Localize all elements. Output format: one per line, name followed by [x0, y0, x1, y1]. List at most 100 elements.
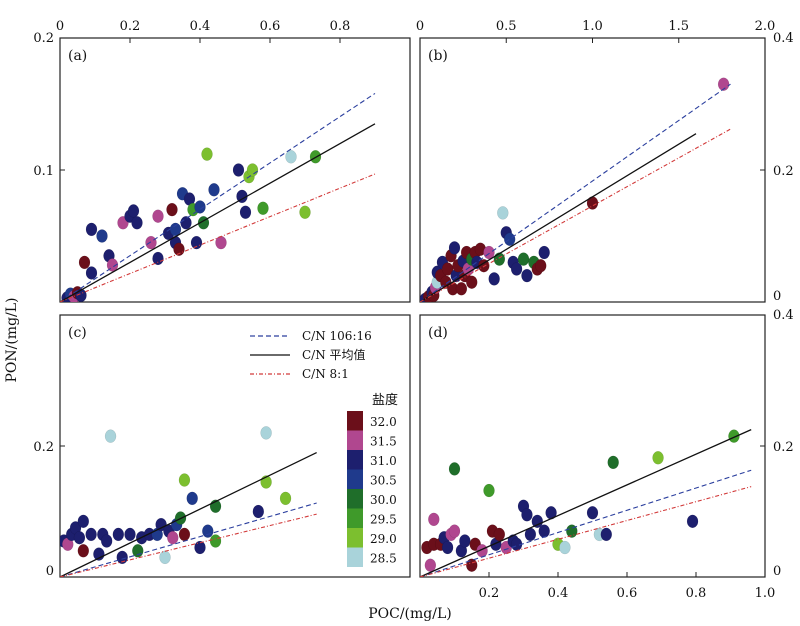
data-point — [215, 235, 227, 250]
panel-label: (a) — [68, 48, 87, 64]
data-point — [441, 540, 454, 555]
data-point — [85, 222, 98, 237]
legend-line-label: C/N 平均值 — [302, 347, 366, 362]
x-tick-label: 0.5 — [496, 19, 517, 34]
data-point — [96, 229, 108, 243]
data-point — [441, 262, 454, 276]
data-point — [459, 534, 471, 548]
salinity-label: 30.5 — [370, 474, 397, 488]
y-tick-label: 0.2 — [773, 440, 794, 455]
salinity-swatch — [347, 508, 363, 528]
data-point — [586, 506, 599, 520]
data-point — [145, 235, 157, 250]
data-point — [180, 216, 192, 230]
data-points — [61, 147, 322, 302]
salinity-swatch — [347, 528, 363, 548]
ratio-lines — [420, 83, 731, 302]
data-point — [104, 429, 117, 443]
legend-line-label: C/N 8:1 — [302, 367, 349, 381]
panel-label: (d) — [428, 325, 448, 341]
data-point — [73, 530, 86, 545]
y-tick-label: 0 — [46, 564, 54, 579]
salinity-label: 29.0 — [370, 532, 397, 546]
data-point — [600, 527, 613, 542]
x-tick-label: 1.0 — [755, 586, 776, 601]
data-point — [566, 524, 578, 538]
panels: (a)0 0.2 0.4 0.6 0.80.10.2(b)0 0.5 1.0 1.5 2.000… — [33, 19, 793, 601]
data-point — [127, 204, 140, 218]
data-point — [285, 150, 297, 164]
data-point — [686, 514, 699, 529]
data-point — [455, 282, 468, 296]
y-tick-label: 0.2 — [33, 440, 54, 455]
panel-label: (c) — [68, 325, 87, 341]
data-point — [538, 245, 550, 260]
salinity-swatch — [347, 489, 363, 509]
data-point — [521, 508, 533, 522]
data-point — [100, 534, 113, 548]
data-point — [166, 202, 178, 217]
salinity-label: 32.0 — [370, 415, 397, 429]
salinity-swatch — [347, 547, 363, 567]
data-point — [239, 205, 252, 219]
data-point — [652, 451, 664, 465]
data-point — [232, 163, 245, 177]
data-point — [503, 232, 516, 247]
y-tick-label: 0 — [773, 289, 781, 304]
ratio-line — [60, 502, 317, 577]
data-point — [448, 524, 461, 538]
legend-line-label: C/N 106:16 — [302, 329, 372, 343]
data-point — [209, 534, 222, 548]
x-tick-label: 0.4 — [190, 19, 211, 34]
data-points — [60, 426, 292, 565]
y-tick-label: 0.4 — [773, 308, 794, 323]
salinity-label: 29.5 — [370, 513, 397, 527]
data-point — [201, 147, 213, 161]
data-point — [246, 163, 259, 177]
data-point — [607, 455, 619, 470]
data-point — [77, 544, 90, 558]
data-points — [421, 429, 740, 572]
x-tick-label: 0 — [56, 19, 64, 34]
salinity-legend-title: 盐度 — [372, 392, 398, 408]
data-point — [190, 235, 203, 250]
data-point — [132, 544, 144, 558]
x-tick-label: 0.8 — [330, 19, 351, 34]
ratio-lines — [60, 451, 317, 577]
data-point — [85, 527, 97, 542]
panel-d: (d) 0.2 0.4 0.6 0.8 1.0 0 0.2 0.4 — [419, 308, 794, 601]
data-point — [448, 241, 461, 255]
ratio-lines — [420, 429, 752, 577]
data-point — [510, 262, 523, 276]
data-point — [428, 512, 440, 527]
x-tick-label: 0.2 — [479, 586, 500, 601]
x-axis-label: POC/(mg/L) — [368, 606, 452, 622]
data-point — [152, 209, 164, 223]
x-tick-label: 0 — [416, 19, 424, 34]
data-point — [466, 558, 478, 572]
x-tick-label: 0.4 — [548, 586, 569, 601]
y-tick-label: 0 — [773, 564, 781, 579]
data-point — [424, 558, 437, 572]
data-point — [559, 540, 571, 555]
data-point — [252, 504, 265, 519]
data-point — [493, 252, 506, 266]
ratio-line — [420, 469, 752, 577]
data-point — [483, 483, 495, 498]
data-point — [208, 183, 220, 197]
salinity-label: 28.5 — [370, 552, 397, 566]
data-point — [173, 242, 185, 256]
data-point — [260, 426, 272, 440]
ratio-line — [60, 123, 376, 302]
data-point — [717, 77, 730, 91]
salinity-label: 31.5 — [370, 435, 397, 449]
salinity-legend: 盐度 32.0 31.5 31.0 30.5 30.0 29.5 29.0 28.5 — [347, 392, 398, 567]
x-tick-label: 2.0 — [755, 19, 776, 34]
data-point — [77, 514, 90, 529]
data-point — [279, 491, 292, 506]
panel-label: (b) — [428, 48, 448, 64]
ratio-line — [60, 173, 376, 302]
data-point — [202, 524, 214, 538]
data-point — [159, 550, 171, 565]
data-point — [531, 514, 544, 529]
